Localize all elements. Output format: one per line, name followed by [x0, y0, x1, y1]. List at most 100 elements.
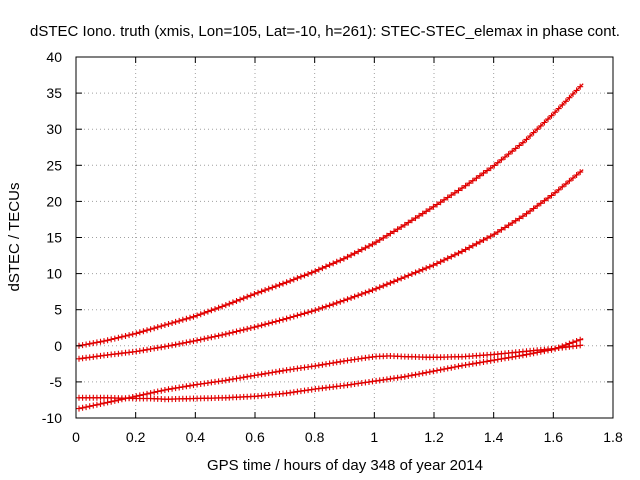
data-point-marker — [255, 289, 261, 296]
data-point-marker — [462, 246, 469, 253]
data-point-marker — [455, 250, 462, 257]
data-point-marker — [502, 154, 508, 160]
data-point-marker — [448, 364, 455, 371]
data-point-marker — [330, 301, 337, 308]
data-point-marker — [226, 330, 233, 337]
y-tick-label: 20 — [46, 193, 62, 209]
y-tick-label: 10 — [46, 266, 62, 282]
data-point-marker — [573, 338, 580, 344]
data-point-marker — [573, 87, 580, 94]
data-point-marker — [161, 387, 168, 393]
data-point-marker — [319, 265, 326, 272]
data-point-marker — [337, 298, 344, 305]
data-point-marker — [362, 244, 369, 251]
data-point-marker — [355, 248, 362, 255]
data-point-marker — [512, 145, 519, 152]
data-point-marker — [190, 382, 197, 389]
data-point-marker — [451, 364, 458, 370]
data-point-marker — [208, 334, 215, 341]
data-point-marker — [419, 370, 426, 377]
x-tick-label: 1.2 — [424, 429, 444, 445]
series-group — [76, 83, 584, 412]
data-point-marker — [498, 156, 505, 163]
data-point-marker — [190, 338, 197, 345]
data-point-marker — [255, 323, 261, 330]
data-point-marker — [512, 353, 519, 360]
data-point-marker — [147, 326, 154, 333]
data-point-marker — [154, 344, 161, 351]
data-point-marker — [97, 401, 104, 407]
data-point-marker — [86, 403, 93, 410]
x-tick-label: 0.4 — [186, 429, 206, 445]
data-point-marker — [237, 296, 244, 303]
data-point-marker — [101, 400, 107, 407]
data-point-marker — [469, 242, 476, 249]
data-point-marker — [333, 359, 340, 366]
data-point-marker — [491, 162, 498, 169]
data-point-marker — [280, 367, 286, 374]
data-point-marker — [419, 266, 426, 273]
data-point-marker — [441, 366, 448, 373]
data-point-marker — [308, 386, 315, 393]
series-line — [78, 83, 584, 347]
data-point-marker — [169, 320, 176, 326]
y-tick-label: 25 — [46, 157, 62, 173]
axis-ticks — [75, 56, 614, 419]
data-point-marker — [272, 368, 279, 375]
data-point-marker — [566, 177, 573, 184]
data-point-marker — [416, 212, 423, 219]
data-point-marker — [172, 385, 179, 392]
data-point-marker — [115, 334, 122, 341]
data-point-marker — [473, 360, 480, 367]
data-point-marker — [283, 279, 290, 286]
data-point-marker — [555, 344, 562, 351]
data-point-marker — [441, 257, 448, 263]
data-point-marker — [523, 351, 530, 358]
data-point-marker — [183, 339, 190, 346]
data-point-marker — [240, 374, 247, 381]
data-point-marker — [194, 337, 201, 344]
data-point-marker — [394, 226, 401, 233]
data-point-marker — [373, 285, 380, 292]
data-point-marker — [197, 336, 204, 343]
data-point-marker — [122, 333, 129, 339]
data-point-marker — [527, 208, 534, 215]
data-point-marker — [147, 346, 154, 352]
data-point-marker — [351, 293, 358, 300]
data-point-marker — [222, 331, 229, 338]
data-point-marker — [412, 371, 419, 378]
data-point-marker — [348, 381, 355, 388]
data-point-marker — [294, 312, 301, 319]
data-point-marker — [412, 269, 419, 276]
data-point-marker — [534, 349, 541, 356]
data-point-marker — [326, 302, 333, 309]
data-point-marker — [502, 355, 508, 362]
data-point-marker — [437, 199, 444, 206]
data-point-marker — [219, 303, 226, 310]
data-point-marker — [476, 238, 483, 245]
data-point-marker — [190, 313, 197, 320]
y-tick-label: -5 — [50, 374, 63, 390]
data-point-marker — [459, 248, 465, 255]
data-point-marker — [140, 347, 147, 354]
data-point-marker — [491, 231, 498, 238]
data-point-marker — [408, 372, 415, 379]
data-point-marker — [566, 340, 573, 347]
data-point-marker — [247, 373, 254, 380]
data-point-marker — [305, 364, 312, 370]
data-point-marker — [480, 359, 487, 365]
data-point-marker — [484, 167, 491, 174]
data-point-marker — [233, 375, 240, 382]
data-point-marker — [494, 159, 501, 166]
grid — [76, 57, 613, 418]
data-point-marker — [158, 387, 165, 394]
data-point-marker — [383, 232, 390, 239]
data-point-marker — [480, 237, 487, 243]
data-point-marker — [79, 404, 86, 411]
data-point-marker — [290, 276, 297, 283]
data-point-marker — [290, 313, 297, 320]
x-tick-label: 1 — [370, 429, 378, 445]
data-point-marker — [555, 186, 562, 193]
data-point-marker — [473, 175, 480, 182]
